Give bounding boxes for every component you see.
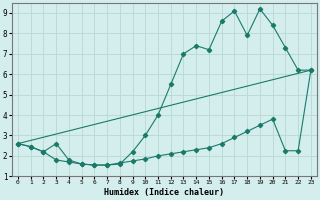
X-axis label: Humidex (Indice chaleur): Humidex (Indice chaleur): [104, 188, 224, 197]
